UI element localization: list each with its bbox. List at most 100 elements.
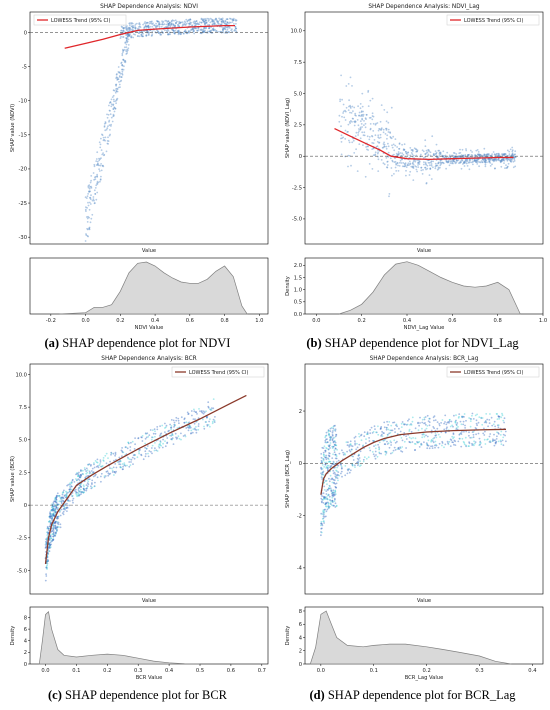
scatter-point	[186, 411, 189, 414]
scatter-point	[204, 23, 206, 26]
scatter-point	[141, 440, 144, 442]
scatter-point	[374, 444, 377, 446]
scatter-point	[328, 505, 330, 508]
scatter-point	[338, 114, 341, 117]
scatter-point	[483, 427, 485, 430]
scatter-point	[487, 155, 490, 158]
scatter-point	[361, 131, 364, 134]
scatter-point	[165, 424, 168, 427]
scatter-point	[445, 156, 447, 159]
scatter-point	[122, 58, 124, 61]
scatter-point	[191, 24, 193, 26]
scatter-point	[496, 435, 498, 438]
scatter-point	[202, 410, 205, 413]
scatter-point	[380, 159, 383, 161]
scatter-point	[402, 148, 405, 151]
scatter-point	[325, 467, 328, 469]
scatter-point	[177, 29, 180, 32]
scatter-point	[434, 162, 437, 165]
scatter-point	[96, 465, 99, 467]
scatter-point	[94, 178, 97, 181]
scatter-point	[110, 105, 113, 108]
scatter-point	[81, 491, 84, 493]
scatter-point	[119, 459, 121, 462]
scatter-point	[421, 421, 424, 424]
density-y-tick-label: 0	[299, 662, 302, 668]
scatter-point	[211, 23, 214, 26]
scatter-point	[339, 463, 342, 466]
scatter-point	[90, 470, 93, 472]
scatter-point	[203, 21, 206, 23]
scatter-point	[122, 451, 125, 454]
scatter-point	[334, 490, 337, 493]
scatter-point	[134, 26, 136, 29]
scatter-point	[177, 419, 180, 422]
scatter-point	[49, 535, 52, 537]
scatter-point	[85, 206, 87, 209]
scatter-point	[354, 442, 356, 445]
scatter-point	[452, 162, 454, 165]
scatter-point	[157, 23, 160, 25]
scatter-point	[470, 154, 473, 156]
scatter-point	[472, 163, 474, 166]
scatter-point	[350, 448, 353, 451]
scatter-point	[332, 472, 335, 475]
scatter-point	[183, 30, 186, 33]
scatter-point	[228, 31, 230, 33]
scatter-point	[65, 495, 68, 498]
scatter-point	[358, 435, 361, 438]
scatter-point	[98, 159, 101, 162]
scatter-point	[224, 28, 227, 31]
scatter-point	[362, 144, 364, 147]
scatter-point	[196, 413, 198, 415]
scatter-point	[327, 430, 330, 433]
scatter-point	[202, 19, 204, 21]
scatter-point	[401, 446, 404, 448]
scatter-point	[422, 150, 425, 153]
scatter-point	[109, 101, 112, 104]
scatter-point	[429, 164, 431, 167]
scatter-point	[331, 439, 334, 442]
density-x-tick-label: 0.3	[134, 668, 142, 674]
scatter-point	[333, 479, 336, 482]
scatter-point	[103, 125, 106, 127]
scatter-point	[88, 470, 91, 473]
scatter-point	[322, 459, 325, 462]
scatter-point	[323, 516, 326, 518]
scatter-point	[329, 502, 332, 505]
scatter-point	[366, 433, 369, 435]
scatter-point	[130, 28, 133, 31]
scatter-point	[460, 167, 463, 170]
scatter-point	[102, 164, 104, 167]
scatter-point	[328, 452, 330, 454]
scatter-point	[88, 228, 90, 230]
scatter-point	[148, 31, 151, 34]
scatter-point	[368, 440, 371, 442]
scatter-point	[90, 487, 93, 490]
scatter-point	[320, 497, 323, 500]
scatter-point	[214, 28, 216, 31]
scatter-point	[202, 30, 205, 33]
scatter-point	[358, 114, 360, 117]
scatter-point	[465, 160, 467, 162]
scatter-point	[320, 512, 323, 515]
scatter-point	[185, 427, 188, 429]
scatter-point	[403, 423, 406, 426]
scatter-point	[169, 21, 171, 24]
scatter-point	[46, 560, 49, 563]
y-tick-label: 2.5	[294, 123, 302, 129]
scatter-point	[412, 160, 415, 163]
scatter-point	[330, 436, 332, 439]
scatter-point	[441, 442, 444, 444]
scatter-point	[383, 109, 386, 111]
scatter-point	[334, 498, 336, 501]
scatter-point	[321, 460, 323, 463]
scatter-point	[211, 20, 214, 22]
scatter-point	[402, 162, 405, 164]
scatter-point	[328, 506, 330, 509]
scatter-point	[88, 216, 90, 219]
scatter-point	[54, 508, 56, 511]
scatter-point	[120, 62, 123, 65]
scatter-point	[110, 98, 113, 101]
scatter-point	[356, 170, 359, 173]
